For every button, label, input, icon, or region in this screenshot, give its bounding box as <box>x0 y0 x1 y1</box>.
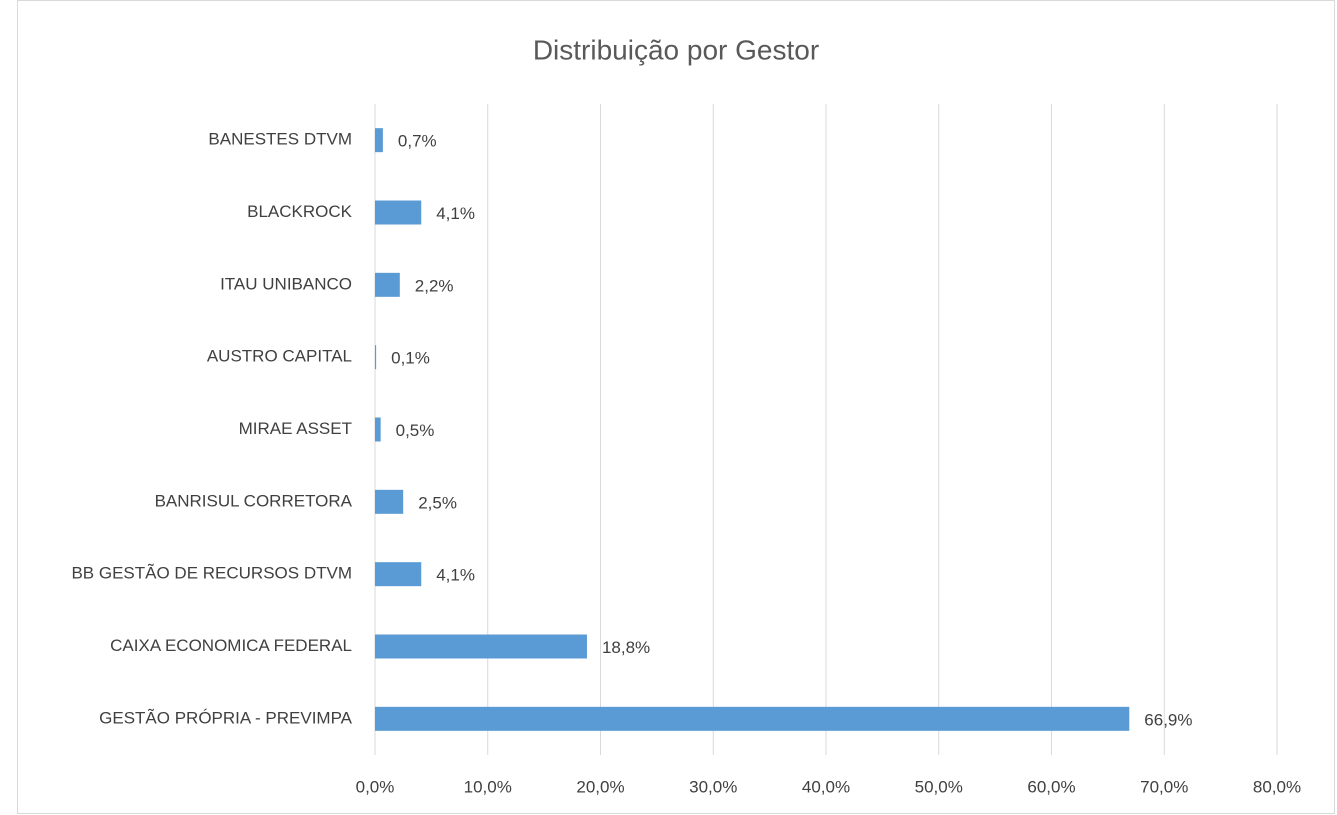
y-tick-label: BANRISUL CORRETORA <box>155 491 353 510</box>
y-tick-label: AUSTRO CAPITAL <box>207 347 352 366</box>
data-label: 4,1% <box>436 204 475 223</box>
y-tick-label: BLACKROCK <box>247 202 353 221</box>
x-tick-label: 20,0% <box>576 777 624 796</box>
bar <box>375 489 404 514</box>
x-tick-label: 70,0% <box>1140 777 1188 796</box>
x-tick-label: 60,0% <box>1027 777 1075 796</box>
x-tick-label: 0,0% <box>356 777 395 796</box>
bar <box>375 634 587 659</box>
data-label: 2,2% <box>415 276 454 295</box>
data-label: 0,7% <box>398 132 437 151</box>
bar <box>375 272 400 297</box>
bar <box>375 562 422 587</box>
data-label: 66,9% <box>1144 710 1192 729</box>
x-tick-label: 80,0% <box>1253 777 1301 796</box>
x-tick-label: 40,0% <box>802 777 850 796</box>
x-tick-label: 30,0% <box>689 777 737 796</box>
data-label: 18,8% <box>602 638 650 657</box>
bar <box>375 128 383 153</box>
y-tick-label: BANESTES DTVM <box>208 130 352 149</box>
bar <box>375 200 422 225</box>
y-tick-label: MIRAE ASSET <box>239 419 352 438</box>
data-label: 0,1% <box>391 349 430 368</box>
data-label: 4,1% <box>436 566 475 585</box>
data-label: 0,5% <box>396 421 435 440</box>
chart-border <box>17 0 1335 814</box>
x-tick-label: 50,0% <box>915 777 963 796</box>
y-tick-label: ITAU UNIBANCO <box>220 274 352 293</box>
y-tick-label: CAIXA ECONOMICA FEDERAL <box>110 636 352 655</box>
chart-title: Distribuição por Gestor <box>533 34 819 65</box>
x-tick-label: 10,0% <box>464 777 512 796</box>
bar <box>375 706 1130 731</box>
bar <box>375 345 377 370</box>
y-tick-label: BB GESTÃO DE RECURSOS DTVM <box>71 564 352 583</box>
bar <box>375 417 381 442</box>
data-label: 2,5% <box>418 493 457 512</box>
y-tick-label: GESTÃO PRÓPRIA - PREVIMPA <box>99 708 353 727</box>
